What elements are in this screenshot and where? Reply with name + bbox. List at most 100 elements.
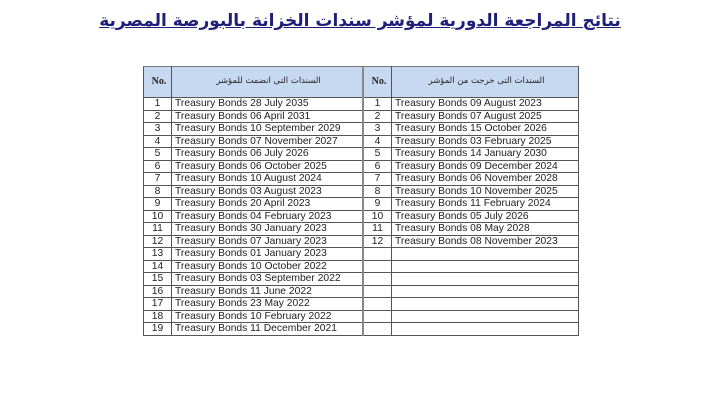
added-bond-cell: Treasury Bonds 10 August 2024: [171, 172, 364, 186]
added-bond-cell: Treasury Bonds 03 August 2023: [171, 184, 364, 198]
removed-bond-cell: [391, 247, 579, 261]
added-no-cell: 3: [143, 122, 172, 136]
added-bond-cell: Treasury Bonds 04 February 2023: [171, 209, 364, 223]
added-bond-cell: Treasury Bonds 06 July 2026: [171, 147, 364, 161]
added-bond-cell: Treasury Bonds 07 November 2027: [171, 134, 364, 148]
added-bond-cell: Treasury Bonds 06 October 2025: [171, 159, 364, 173]
removed-bond-cell: Treasury Bonds 09 August 2023: [391, 97, 579, 111]
added-bond-cell: Treasury Bonds 20 April 2023: [171, 197, 364, 211]
table-row: 11 Treasury Bonds 30 January 2023 11 Treasu…: [143, 222, 579, 236]
added-bond-cell: Treasury Bonds 30 January 2023: [171, 222, 364, 236]
added-bond-cell: Treasury Bonds 10 September 2029: [171, 122, 364, 136]
table-row: 8 Treasury Bonds 03 August 2023 8 Treasury …: [143, 184, 579, 198]
added-no-cell: 19: [143, 322, 172, 336]
removed-no-cell: [362, 297, 392, 311]
added-bond-cell: Treasury Bonds 10 February 2022: [171, 309, 364, 323]
added-bond-cell: Treasury Bonds 01 January 2023: [171, 247, 364, 261]
table-row: 9 Treasury Bonds 20 April 2023 9 Treasury B…: [143, 197, 579, 211]
added-no-cell: 13: [143, 247, 172, 261]
removed-no-cell: 10: [362, 209, 392, 223]
removed-bond-cell: Treasury Bonds 14 January 2030: [391, 147, 579, 161]
removed-no-cell: 7: [362, 172, 392, 186]
removed-bond-cell: [391, 259, 579, 273]
removed-no-cell: [362, 309, 392, 323]
removed-no-cell: [362, 322, 392, 336]
removed-no-cell: [362, 259, 392, 273]
removed-bond-cell: [391, 284, 579, 298]
removed-bond-cell: Treasury Bonds 08 May 2028: [391, 222, 579, 236]
removed-no-cell: 12: [362, 234, 392, 248]
removed-bond-cell: [391, 322, 579, 336]
removed-bond-cell: Treasury Bonds 07 August 2025: [391, 109, 579, 123]
removed-bond-cell: [391, 309, 579, 323]
table-row: 15 Treasury Bonds 03 September 2022: [143, 272, 579, 286]
removed-no-cell: [362, 247, 392, 261]
added-bond-cell: Treasury Bonds 03 September 2022: [171, 272, 364, 286]
header-no-added: No.: [143, 66, 172, 98]
table-row: 13 Treasury Bonds 01 January 2023: [143, 247, 579, 261]
removed-bond-cell: Treasury Bonds 06 November 2028: [391, 172, 579, 186]
added-no-cell: 4: [143, 134, 172, 148]
removed-bond-cell: Treasury Bonds 03 February 2025: [391, 134, 579, 148]
removed-no-cell: 5: [362, 147, 392, 161]
added-no-cell: 2: [143, 109, 172, 123]
removed-bond-cell: [391, 297, 579, 311]
removed-bond-cell: [391, 272, 579, 286]
table-header-row: No. السندات التى انضمت للمؤشر No. السندا…: [143, 66, 579, 98]
removed-bond-cell: Treasury Bonds 11 February 2024: [391, 197, 579, 211]
removed-no-cell: [362, 272, 392, 286]
table-row: 5 Treasury Bonds 06 July 2026 5 Treasury Bo…: [143, 147, 579, 161]
removed-no-cell: 4: [362, 134, 392, 148]
table-row: 2 Treasury Bonds 06 April 2031 2 Treasury B…: [143, 109, 579, 123]
table-row: 12 Treasury Bonds 07 January 2023 12 Treasu…: [143, 234, 579, 248]
added-no-cell: 9: [143, 197, 172, 211]
added-no-cell: 14: [143, 259, 172, 273]
added-bond-cell: Treasury Bonds 28 July 2035: [171, 97, 364, 111]
removed-bond-cell: Treasury Bonds 08 November 2023: [391, 234, 579, 248]
page-title: نتائج المراجعة الدورية لمؤشر سندات الخزا…: [99, 11, 621, 31]
table-row: 17 Treasury Bonds 23 May 2022: [143, 297, 579, 311]
removed-no-cell: [362, 284, 392, 298]
added-bond-cell: Treasury Bonds 10 October 2022: [171, 259, 364, 273]
added-no-cell: 5: [143, 147, 172, 161]
added-bond-cell: Treasury Bonds 11 December 2021: [171, 322, 364, 336]
added-no-cell: 10: [143, 209, 172, 223]
removed-no-cell: 9: [362, 197, 392, 211]
removed-no-cell: 1: [362, 97, 392, 111]
added-no-cell: 8: [143, 184, 172, 198]
header-added-bonds: السندات التى انضمت للمؤشر: [171, 66, 364, 98]
added-no-cell: 7: [143, 172, 172, 186]
removed-bond-cell: Treasury Bonds 10 November 2025: [391, 184, 579, 198]
added-no-cell: 15: [143, 272, 172, 286]
table-row: 16 Treasury Bonds 11 June 2022: [143, 284, 579, 298]
removed-no-cell: 2: [362, 109, 392, 123]
table-row: 19 Treasury Bonds 11 December 2021: [143, 322, 579, 336]
removed-no-cell: 3: [362, 122, 392, 136]
added-no-cell: 12: [143, 234, 172, 248]
removed-bond-cell: Treasury Bonds 15 October 2026: [391, 122, 579, 136]
removed-no-cell: 8: [362, 184, 392, 198]
bonds-table: No. السندات التى انضمت للمؤشر No. السندا…: [143, 66, 579, 336]
removed-no-cell: 6: [362, 159, 392, 173]
added-no-cell: 6: [143, 159, 172, 173]
table-row: 18 Treasury Bonds 10 February 2022: [143, 309, 579, 323]
table-row: 7 Treasury Bonds 10 August 2024 7 Treasury …: [143, 172, 579, 186]
added-no-cell: 11: [143, 222, 172, 236]
removed-no-cell: 11: [362, 222, 392, 236]
added-bond-cell: Treasury Bonds 07 January 2023: [171, 234, 364, 248]
added-bond-cell: Treasury Bonds 06 April 2031: [171, 109, 364, 123]
table-row: 1 Treasury Bonds 28 July 2035 1 Treasury Bo…: [143, 97, 579, 111]
added-bond-cell: Treasury Bonds 23 May 2022: [171, 297, 364, 311]
removed-bond-cell: Treasury Bonds 09 December 2024: [391, 159, 579, 173]
removed-bond-cell: Treasury Bonds 05 July 2026: [391, 209, 579, 223]
added-no-cell: 17: [143, 297, 172, 311]
table-row: 4 Treasury Bonds 07 November 2027 4 Treasur…: [143, 134, 579, 148]
table-row: 6 Treasury Bonds 06 October 2025 6 Treasury…: [143, 159, 579, 173]
table-row: 3 Treasury Bonds 10 September 2029 3 Treasu…: [143, 122, 579, 136]
header-removed-bonds: السندات التى خرجت من المؤشر: [391, 66, 579, 98]
added-no-cell: 16: [143, 284, 172, 298]
table-row: 10 Treasury Bonds 04 February 2023 10 Treas…: [143, 209, 579, 223]
added-no-cell: 1: [143, 97, 172, 111]
table-row: 14 Treasury Bonds 10 October 2022: [143, 259, 579, 273]
added-no-cell: 18: [143, 309, 172, 323]
